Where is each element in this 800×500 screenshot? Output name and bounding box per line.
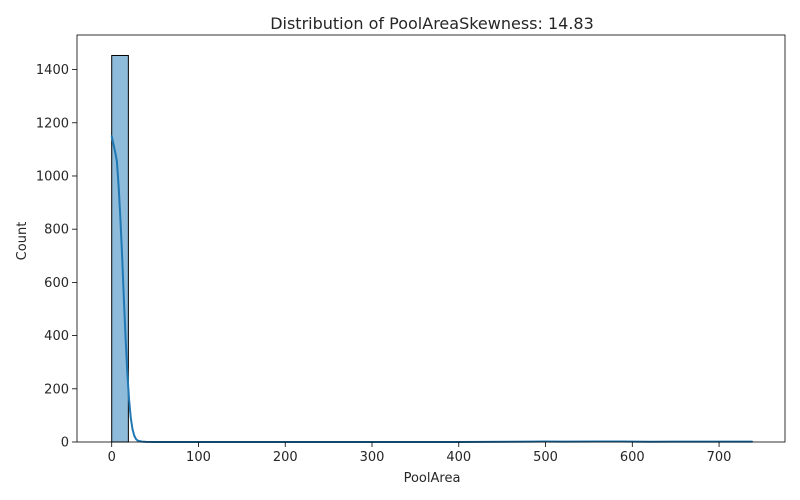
y-tick-label: 200	[44, 382, 69, 397]
x-tick-label: 700	[707, 450, 732, 465]
y-axis-ticks: 0 200 400 600 800 1000 1200 1400	[36, 63, 77, 451]
x-tick-label: 300	[360, 450, 385, 465]
kde-line	[110, 135, 754, 443]
y-tick-label: 600	[44, 276, 69, 291]
x-tick-label: 400	[446, 450, 471, 465]
kde-curve-group	[110, 135, 754, 443]
x-tick-label: 100	[186, 450, 211, 465]
x-axis-label: PoolArea	[404, 471, 461, 486]
histogram-bar	[111, 54, 129, 443]
y-tick-label: 1200	[36, 116, 69, 131]
y-tick-label: 1000	[36, 169, 69, 184]
y-tick-label: 1400	[36, 63, 69, 78]
y-tick-label: 800	[44, 223, 69, 238]
x-tick-label: 600	[620, 450, 645, 465]
y-tick-label: 400	[44, 329, 69, 344]
chart-title: Distribution of PoolAreaSkewness: 14.83	[270, 14, 594, 33]
y-tick-label: 0	[61, 436, 69, 451]
histogram-bars	[111, 54, 753, 443]
x-axis-ticks: 0 100 200 300 400 500 600 700	[108, 442, 732, 465]
x-tick-label: 200	[273, 450, 298, 465]
plot-frame	[76, 34, 786, 443]
y-axis-label: Count	[15, 222, 30, 261]
x-tick-label: 500	[533, 450, 558, 465]
x-tick-label: 0	[108, 450, 116, 465]
